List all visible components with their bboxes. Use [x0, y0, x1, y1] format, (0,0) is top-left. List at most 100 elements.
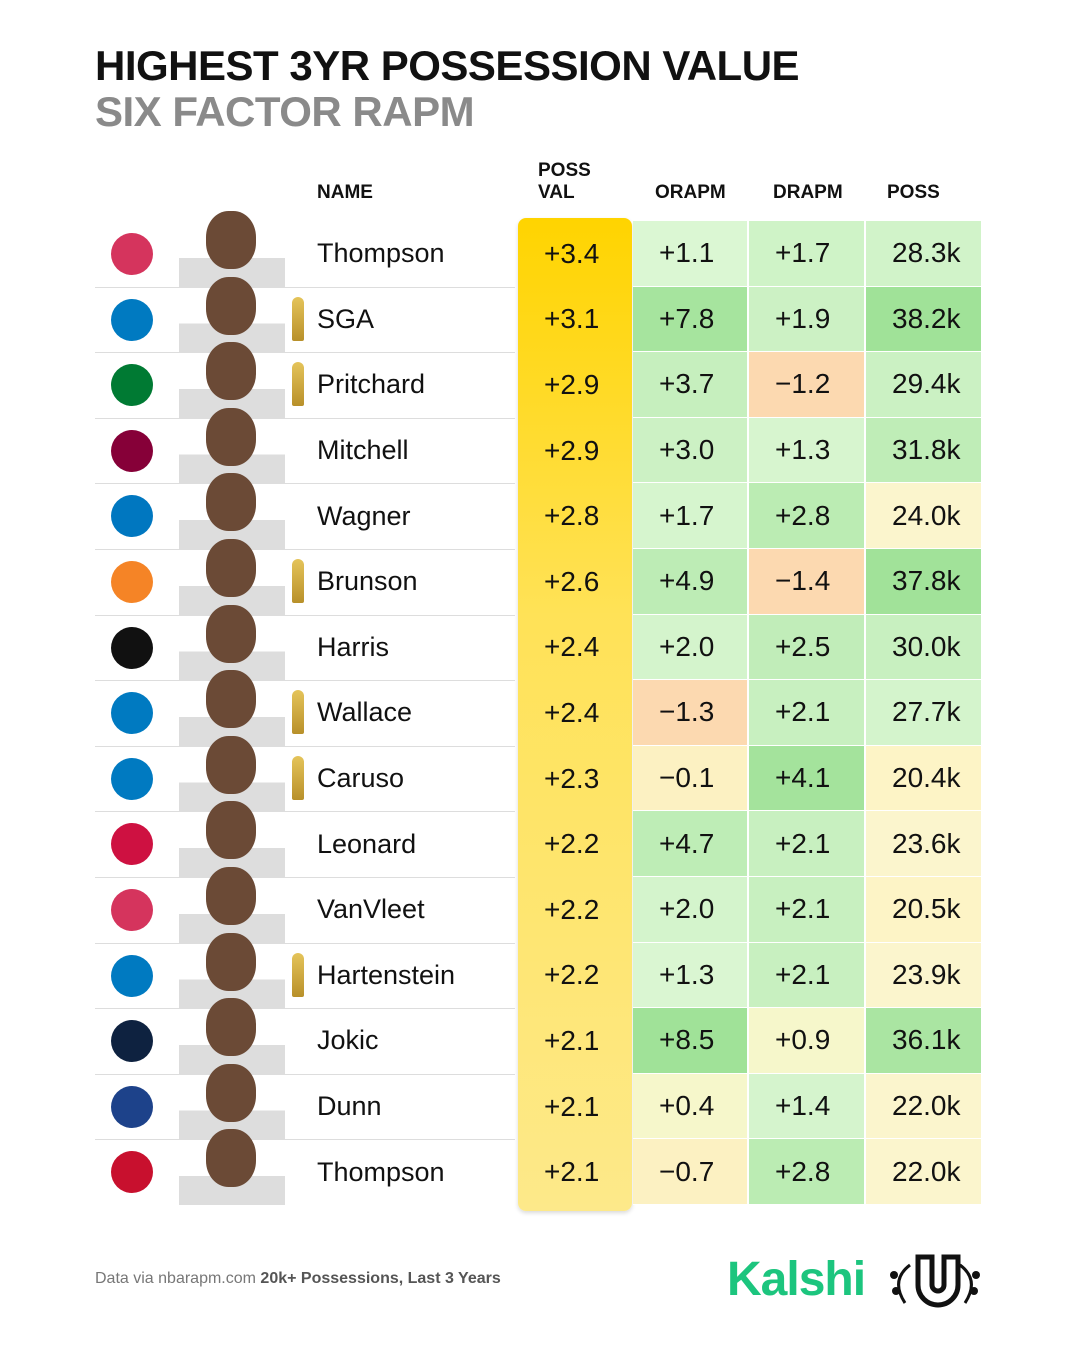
- row-separator: [95, 549, 515, 550]
- player-head: [206, 1063, 256, 1122]
- stat-cell: +2.8: [749, 1139, 865, 1205]
- stat-cell: +1.3: [749, 417, 865, 484]
- team-logo: [111, 1151, 153, 1194]
- player-head: [206, 539, 256, 597]
- stat-cell: +2.1: [749, 811, 865, 877]
- player-name: Brunson: [317, 566, 418, 597]
- stat-cell: +1.7: [749, 221, 865, 287]
- stat-cell: +3.4: [544, 237, 600, 269]
- column-header: ORAPM: [655, 182, 726, 203]
- stat-cell: 22.0k: [866, 1139, 982, 1205]
- subtitle: SIX FACTOR RAPM: [95, 88, 475, 135]
- stat-cell: −1.3: [633, 680, 748, 746]
- player-head: [206, 342, 256, 401]
- stat-cell: +2.1: [544, 1024, 600, 1056]
- row-separator: [95, 877, 515, 878]
- stat-cell: +2.3: [544, 762, 600, 794]
- row-separator: [95, 352, 515, 354]
- player-head: [206, 670, 256, 729]
- stat-cell: +2.1: [749, 942, 865, 1009]
- stat-cell: +1.1: [633, 221, 748, 287]
- footer: Data via nbarapm.com 20k+ Possessions, L…: [95, 1270, 501, 1288]
- stat-cell: +7.8: [633, 286, 748, 353]
- column-header: POSS VAL: [538, 160, 591, 203]
- stat-cell: +1.4: [749, 1073, 865, 1140]
- poss-val-column: [518, 218, 632, 1211]
- stat-cell: +2.6: [544, 565, 600, 597]
- stat-cell: +3.7: [633, 352, 748, 418]
- stat-cell: +1.9: [749, 286, 865, 353]
- player-name: Caruso: [317, 763, 405, 794]
- stat-cell: −1.4: [749, 549, 865, 615]
- team-logo: [111, 692, 153, 735]
- stat-cell: 23.6k: [866, 811, 982, 877]
- trophy-icon: [292, 690, 304, 735]
- stat-cell: +2.4: [544, 631, 600, 663]
- team-logo: [111, 561, 153, 603]
- stat-cell: 36.1k: [866, 1008, 982, 1074]
- stat-cell: 20.4k: [866, 745, 982, 812]
- stat-cell: +0.4: [633, 1073, 748, 1140]
- row-separator: [95, 942, 515, 944]
- player-name: Thompson: [317, 238, 445, 269]
- stat-cell: +2.1: [749, 877, 865, 943]
- trophy-icon: [292, 559, 304, 603]
- u-logo: [890, 1254, 980, 1308]
- stat-cell: +4.7: [633, 811, 748, 877]
- team-logo: [111, 429, 153, 472]
- note: 20k+ Possessions, Last 3 Years: [260, 1270, 501, 1287]
- stat-cell: 24.0k: [866, 483, 982, 549]
- column-header: POSS: [887, 182, 940, 203]
- stat-cell: +1.3: [633, 942, 748, 1009]
- trophy-icon: [292, 362, 304, 407]
- team-logo: [111, 954, 153, 997]
- team-logo: [111, 823, 153, 866]
- stat-cell: +2.8: [544, 500, 600, 532]
- trophy-icon: [292, 952, 304, 997]
- player-name: Leonard: [317, 828, 417, 859]
- column-header: NAME: [317, 182, 373, 203]
- stat-cell: +4.1: [749, 745, 865, 812]
- row-separator: [95, 1073, 515, 1075]
- stat-cell: −0.7: [633, 1139, 748, 1205]
- player-head: [206, 801, 256, 860]
- player-head: [206, 473, 256, 532]
- player-name: Mitchell: [317, 435, 409, 466]
- stat-cell: 22.0k: [866, 1073, 982, 1140]
- stat-cell: +2.2: [544, 893, 600, 925]
- stat-cell: +2.0: [633, 614, 748, 681]
- player-head: [206, 407, 256, 466]
- trophy-icon: [292, 755, 304, 800]
- player-head: [206, 998, 256, 1057]
- row-separator: [95, 417, 515, 419]
- row-separator: [95, 1008, 515, 1010]
- row-separator: [95, 483, 515, 485]
- player-name: Jokic: [317, 1025, 379, 1056]
- stat-cell: +2.8: [749, 483, 865, 549]
- column-header: DRAPM: [773, 182, 843, 203]
- team-logo: [111, 364, 153, 407]
- team-logo: [111, 1085, 153, 1128]
- player-head: [206, 276, 256, 335]
- stat-cell: 28.3k: [866, 221, 982, 287]
- trophy-icon: [292, 296, 304, 341]
- stat-cell: 20.5k: [866, 877, 982, 943]
- team-logo: [111, 298, 153, 341]
- row-separator: [95, 614, 515, 616]
- row-separator: [95, 286, 515, 288]
- brand: Kalshi: [727, 1253, 866, 1306]
- stat-cell: +3.0: [633, 417, 748, 484]
- stat-cell: 31.8k: [866, 417, 982, 484]
- stat-cell: 23.9k: [866, 942, 982, 1009]
- player-name: Wallace: [317, 697, 413, 728]
- stat-cell: +2.9: [544, 434, 600, 466]
- stat-cell: +2.1: [544, 1156, 600, 1188]
- player-head: [206, 735, 256, 794]
- player-name: Dunn: [317, 1091, 382, 1122]
- team-logo: [111, 495, 153, 538]
- stat-cell: +1.7: [633, 483, 748, 549]
- stat-cell: −1.2: [749, 352, 865, 418]
- row-separator: [95, 745, 515, 747]
- row-separator: [95, 680, 515, 682]
- player-head: [206, 604, 256, 663]
